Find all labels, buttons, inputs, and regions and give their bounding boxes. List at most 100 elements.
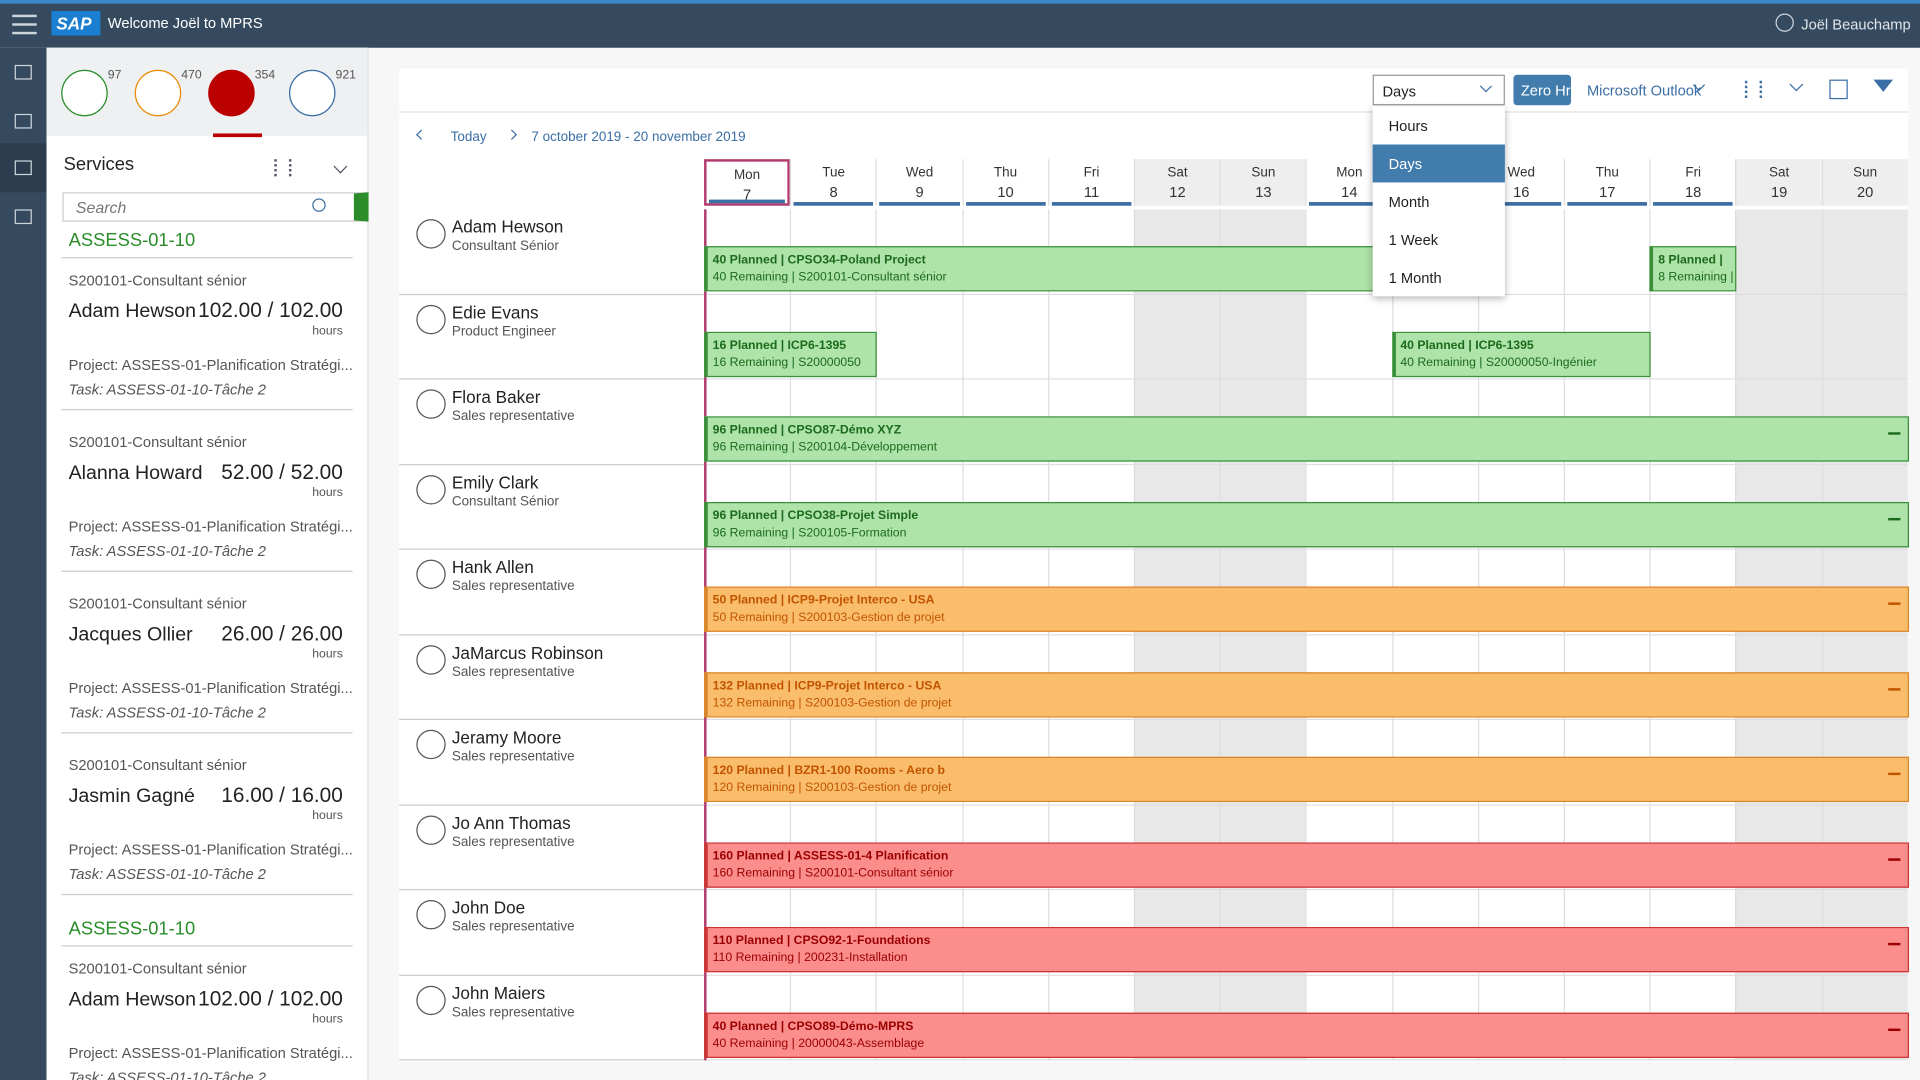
nav-active bbox=[0, 143, 47, 193]
view-option[interactable]: 1 Month bbox=[1388, 269, 1442, 287]
day-header: Mon 7 bbox=[704, 159, 791, 206]
services-panel: Services Search 97 470 354 921 ASSESS-01-10 S… bbox=[46, 47, 369, 1080]
user-icon bbox=[1775, 13, 1794, 32]
day-header: Sat 12 bbox=[1133, 159, 1220, 206]
collapse[interactable] bbox=[333, 159, 348, 174]
nav-icon[interactable] bbox=[14, 209, 32, 225]
continue-arrow bbox=[1887, 1027, 1901, 1031]
avatar bbox=[416, 814, 446, 845]
prev[interactable] bbox=[416, 129, 427, 140]
home-icon[interactable] bbox=[14, 64, 32, 80]
continue-arrow bbox=[1887, 602, 1901, 605]
badge-icon[interactable] bbox=[61, 69, 108, 117]
list-icon[interactable] bbox=[274, 159, 292, 177]
date: 17 bbox=[1599, 183, 1616, 201]
today-line bbox=[704, 209, 707, 1061]
person: Jasmin Gagné bbox=[68, 786, 195, 807]
unit: hours bbox=[312, 1012, 343, 1027]
user-name[interactable]: Joël Beauchamp bbox=[1801, 15, 1911, 34]
divider bbox=[61, 408, 353, 411]
weekday: Thu bbox=[993, 165, 1018, 181]
person: Jacques Ollier bbox=[68, 624, 193, 646]
resource-name: John Maiers bbox=[451, 982, 546, 1003]
calendar-icon[interactable] bbox=[1829, 79, 1848, 100]
badge-icon[interactable] bbox=[288, 69, 336, 117]
booking-line2: 40 Remaining | S20000050-Ingénier bbox=[1400, 355, 1597, 370]
resource-name: Flora Baker bbox=[451, 386, 541, 407]
badge-icon[interactable] bbox=[208, 69, 255, 117]
calendar-select[interactable]: Microsoft Outlook bbox=[1586, 82, 1702, 100]
booking-line2: 50 Remaining | S200103-Gestion de projet bbox=[712, 611, 945, 625]
booking[interactable]: 160 Planned | ASSESS-01-4 Planification 1… bbox=[704, 841, 1909, 888]
schedule: Today 7 october 2019 - 20 november 2019 … bbox=[399, 112, 1909, 1062]
avatar bbox=[416, 474, 446, 504]
list-view[interactable] bbox=[1744, 80, 1763, 98]
booking[interactable]: 40 Planned | CPSO89-Démo-MPRS 40 Remainin… bbox=[704, 1012, 1909, 1058]
hours: 52.00 / 52.00 bbox=[221, 460, 343, 484]
resource-name: Hank Allen bbox=[451, 557, 534, 577]
row-divider bbox=[399, 293, 705, 295]
view-option[interactable]: 1 Week bbox=[1388, 231, 1439, 249]
day-underline bbox=[708, 199, 786, 204]
row-divider bbox=[399, 803, 705, 806]
view-option[interactable]: Hours bbox=[1388, 117, 1428, 135]
person: Adam Hewson bbox=[68, 989, 196, 1011]
badge-icon[interactable] bbox=[134, 69, 182, 117]
booking[interactable]: 50 Planned | ICP9-Projet Interco - USA 50… bbox=[704, 586, 1909, 632]
view-option[interactable]: Days bbox=[1372, 144, 1505, 183]
zero-hr-button[interactable]: Zero Hr bbox=[1513, 74, 1572, 106]
caret[interactable] bbox=[1789, 77, 1804, 92]
row-divider bbox=[399, 974, 705, 976]
weekday: Tue bbox=[822, 165, 845, 181]
person: Adam Hewson bbox=[68, 301, 196, 323]
resource-title: Consultant Sénior bbox=[451, 494, 559, 509]
menu-button[interactable] bbox=[12, 14, 37, 35]
date: 8 bbox=[829, 183, 838, 201]
date: 19 bbox=[1770, 183, 1788, 201]
search-icon[interactable] bbox=[312, 198, 326, 212]
booking[interactable]: 40 Planned | ICP6-1395 40 Remaining | S20… bbox=[1391, 331, 1651, 377]
view-select[interactable]: Days bbox=[1372, 74, 1505, 106]
booking-line2: 16 Remaining | S20000050 bbox=[712, 355, 861, 370]
date: 12 bbox=[1169, 183, 1186, 201]
booking-line1: 132 Planned | ICP9-Projet Interco - USA bbox=[712, 678, 942, 693]
hours: 26.00 / 26.00 bbox=[221, 622, 343, 646]
cell bbox=[1649, 294, 1736, 380]
weekday: Thu bbox=[1595, 165, 1619, 181]
continue-arrow bbox=[1887, 942, 1901, 946]
date: 16 bbox=[1513, 183, 1530, 201]
booking[interactable]: 96 Planned | CPSO87-Démo XYZ 96 Remaining… bbox=[704, 416, 1909, 462]
unit: hours bbox=[312, 647, 343, 662]
project: Project: ASSESS-01-Planification Stratég… bbox=[68, 1044, 353, 1062]
next[interactable] bbox=[506, 129, 518, 140]
today-link[interactable]: Today bbox=[450, 129, 487, 145]
filter-icon[interactable] bbox=[1873, 79, 1894, 92]
booking[interactable]: 8 Planned | 8 Remaining | bbox=[1649, 246, 1737, 292]
weekday: Mon bbox=[1336, 165, 1363, 181]
day-header: Wed 9 bbox=[875, 159, 962, 206]
hours: 102.00 / 102.00 bbox=[198, 298, 343, 323]
view-option[interactable]: Month bbox=[1388, 193, 1430, 211]
booking[interactable]: 110 Planned | CPSO92-1-Foundations 110 Re… bbox=[704, 926, 1909, 973]
resource-name: John Doe bbox=[451, 897, 526, 918]
row-divider bbox=[399, 718, 705, 721]
day-underline bbox=[1653, 202, 1734, 206]
avatar bbox=[416, 559, 446, 589]
booking[interactable]: 96 Planned | CPSO38-Projet Simple 96 Rema… bbox=[704, 501, 1909, 547]
booking[interactable]: 16 Planned | ICP6-1395 16 Remaining | S20… bbox=[704, 331, 878, 377]
resource-name: JaMarcus Robinson bbox=[451, 642, 604, 662]
search[interactable]: Search bbox=[62, 192, 369, 222]
avatar bbox=[416, 985, 446, 1015]
nav-icon[interactable] bbox=[14, 160, 32, 176]
booking[interactable]: 40 Planned | CPSO34-Poland Project 40 Rem… bbox=[704, 246, 1393, 292]
divider bbox=[61, 570, 353, 572]
booking[interactable]: 132 Planned | ICP9-Projet Interco - USA 1… bbox=[704, 671, 1909, 717]
row-divider bbox=[399, 633, 705, 635]
nav-icon[interactable] bbox=[14, 113, 32, 129]
avatar bbox=[416, 729, 446, 760]
role: S200101-Consultant sénior bbox=[68, 960, 247, 978]
hours: 102.00 / 102.00 bbox=[198, 986, 343, 1011]
booking[interactable]: 120 Planned | BZR1-100 Rooms - Aero b 120… bbox=[704, 756, 1909, 803]
unit: hours bbox=[312, 809, 343, 823]
